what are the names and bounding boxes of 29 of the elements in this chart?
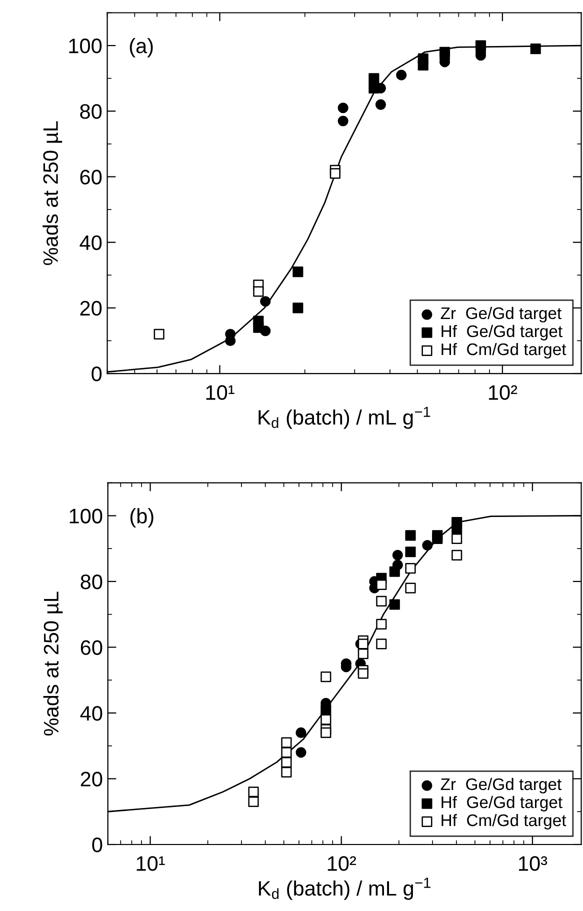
x-axis-title: K$_{d}$ (batch) / mL g$^{−1}$ (258, 878, 430, 900)
y-axis-title: %ads at 250 µL (42, 121, 62, 265)
annotation: (a) (130, 38, 153, 58)
x-tick-label: 10¹ (206, 385, 234, 400)
y-axis-title: %ads at 250 µL (43, 592, 63, 736)
x-tick-label: 10¹ (136, 856, 165, 871)
x-tick-label: 10² (488, 385, 518, 400)
y-tick-label: 80 (80, 574, 102, 590)
legend-label: Zr Ge/Gd target (440, 306, 562, 322)
y-tick-label: 40 (80, 235, 102, 250)
y-tick-label: 100 (69, 38, 102, 54)
x-tick-label: 10² (328, 856, 356, 871)
legend-label: Hf Cm/Gd target (442, 814, 566, 830)
y-tick-label: 20 (80, 300, 102, 316)
legend-label: Hf Ge/Gd target (442, 324, 562, 340)
annotation: (b) (130, 508, 154, 528)
y-tick-label: 20 (80, 772, 102, 786)
legend-label: Hf Ge/Gd target (442, 796, 562, 812)
y-tick-label: 60 (80, 170, 102, 184)
y-tick-label: 60 (80, 640, 102, 655)
legend-label: Hf Cm/Gd target (442, 342, 566, 359)
y-tick-label: 0 (92, 838, 102, 852)
y-tick-label: 0 (92, 366, 102, 382)
y-tick-label: 100 (70, 508, 102, 524)
y-tick-label: 40 (80, 706, 102, 721)
y-tick-label: 80 (80, 104, 102, 119)
x-tick-label: 10³ (519, 856, 548, 871)
legend-label: Zr Ge/Gd target (440, 778, 562, 794)
x-axis-title: K$_{d}$ (batch) / mL g$^{−1}$ (258, 406, 430, 429)
